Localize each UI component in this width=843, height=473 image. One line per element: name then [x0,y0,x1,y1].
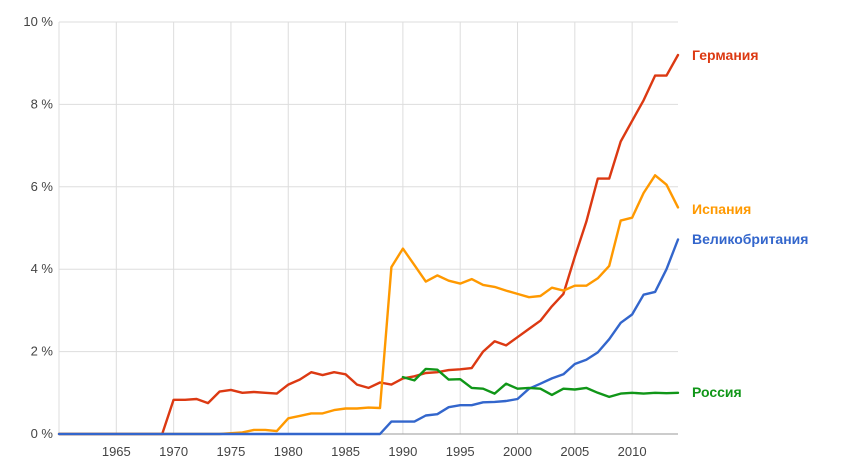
y-tick-label: 6 % [31,179,54,194]
series-label-uk: Великобритания [692,231,808,247]
y-tick-label: 2 % [31,344,54,359]
x-tick-label: 2005 [560,444,589,459]
y-tick-label: 0 % [31,426,54,441]
series-line-spain [57,174,680,436]
series-line-russia [401,367,680,399]
x-tick-label: 1995 [446,444,475,459]
series-line-germany [57,53,680,436]
chart-series-labels: Германия Испания Великобритания Россия [692,47,808,400]
series-line-uk [57,238,680,436]
y-tick-label: 10 % [23,14,53,29]
x-tick-label: 2000 [503,444,532,459]
series-label-spain: Испания [692,201,751,217]
chart-grid [59,21,678,435]
chart-axes: 0 % 2 % 4 % 6 % 8 % 10 % 1965 1970 1975 1980 1985 1… [23,14,678,459]
x-tick-label: 1985 [331,444,360,459]
x-tick-label: 1970 [159,444,188,459]
y-tick-label: 4 % [31,261,54,276]
series-label-germany: Германия [692,47,759,63]
x-tick-label: 2010 [618,444,647,459]
x-tick-label: 1965 [102,444,131,459]
series-label-russia: Россия [692,384,742,400]
x-tick-label: 1975 [216,444,245,459]
chart-series-lines [57,53,680,436]
y-tick-label: 8 % [31,96,54,111]
x-tick-label: 1990 [388,444,417,459]
x-tick-label: 1980 [274,444,303,459]
